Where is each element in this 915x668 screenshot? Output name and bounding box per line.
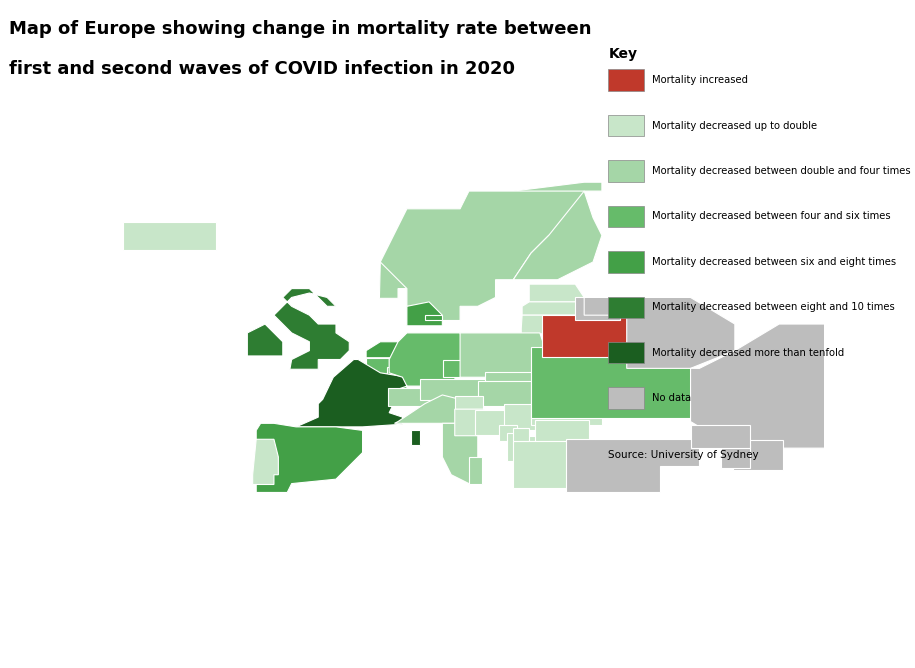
Polygon shape xyxy=(425,315,442,319)
Polygon shape xyxy=(584,297,735,368)
Text: Map of Europe showing change in mortality rate between: Map of Europe showing change in mortalit… xyxy=(9,20,592,38)
Text: Mortality decreased between four and six times: Mortality decreased between four and six… xyxy=(652,212,891,221)
Polygon shape xyxy=(485,372,535,389)
Polygon shape xyxy=(733,440,782,470)
Polygon shape xyxy=(124,222,216,250)
Polygon shape xyxy=(531,383,602,425)
Polygon shape xyxy=(394,395,460,424)
Polygon shape xyxy=(460,333,549,377)
Polygon shape xyxy=(420,379,489,400)
Polygon shape xyxy=(407,302,442,326)
Polygon shape xyxy=(513,441,571,488)
Polygon shape xyxy=(478,381,539,407)
Text: No data: No data xyxy=(652,393,692,403)
Polygon shape xyxy=(412,430,420,446)
Polygon shape xyxy=(522,315,576,334)
Polygon shape xyxy=(247,324,283,356)
Text: Mortality decreased between six and eight times: Mortality decreased between six and eigh… xyxy=(652,257,897,267)
Text: Mortality decreased between double and four times: Mortality decreased between double and f… xyxy=(652,166,911,176)
Polygon shape xyxy=(566,440,699,492)
Polygon shape xyxy=(534,420,589,446)
Polygon shape xyxy=(576,297,619,319)
Polygon shape xyxy=(691,324,867,448)
Polygon shape xyxy=(513,428,529,441)
Text: first and second waves of COVID infection in 2020: first and second waves of COVID infectio… xyxy=(9,60,515,78)
Polygon shape xyxy=(253,440,278,484)
Text: Key: Key xyxy=(608,47,638,61)
Polygon shape xyxy=(366,342,398,358)
Polygon shape xyxy=(455,409,504,436)
Polygon shape xyxy=(531,347,691,418)
Polygon shape xyxy=(386,367,393,373)
Polygon shape xyxy=(499,425,517,441)
Polygon shape xyxy=(274,289,350,369)
Polygon shape xyxy=(504,404,535,430)
Polygon shape xyxy=(296,359,407,427)
Polygon shape xyxy=(388,388,429,405)
Text: Source: University of Sydney: Source: University of Sydney xyxy=(608,450,759,460)
Polygon shape xyxy=(381,191,584,321)
Polygon shape xyxy=(542,315,627,357)
Polygon shape xyxy=(389,333,468,392)
Polygon shape xyxy=(475,410,510,435)
Text: Mortality decreased between eight and 10 times: Mortality decreased between eight and 10… xyxy=(652,303,895,312)
Polygon shape xyxy=(507,433,523,460)
Polygon shape xyxy=(513,191,602,280)
Polygon shape xyxy=(522,302,584,315)
Polygon shape xyxy=(468,457,482,484)
Polygon shape xyxy=(529,284,584,302)
Polygon shape xyxy=(256,424,362,492)
Text: Mortality decreased more than tenfold: Mortality decreased more than tenfold xyxy=(652,348,845,357)
Polygon shape xyxy=(442,424,478,484)
Polygon shape xyxy=(572,381,604,409)
Polygon shape xyxy=(455,396,483,409)
Polygon shape xyxy=(517,436,541,450)
Polygon shape xyxy=(691,425,750,448)
Polygon shape xyxy=(443,359,503,377)
Polygon shape xyxy=(380,182,602,299)
Polygon shape xyxy=(358,358,389,373)
Polygon shape xyxy=(721,446,750,468)
Text: Mortality decreased up to double: Mortality decreased up to double xyxy=(652,121,817,130)
Text: Mortality increased: Mortality increased xyxy=(652,75,748,85)
